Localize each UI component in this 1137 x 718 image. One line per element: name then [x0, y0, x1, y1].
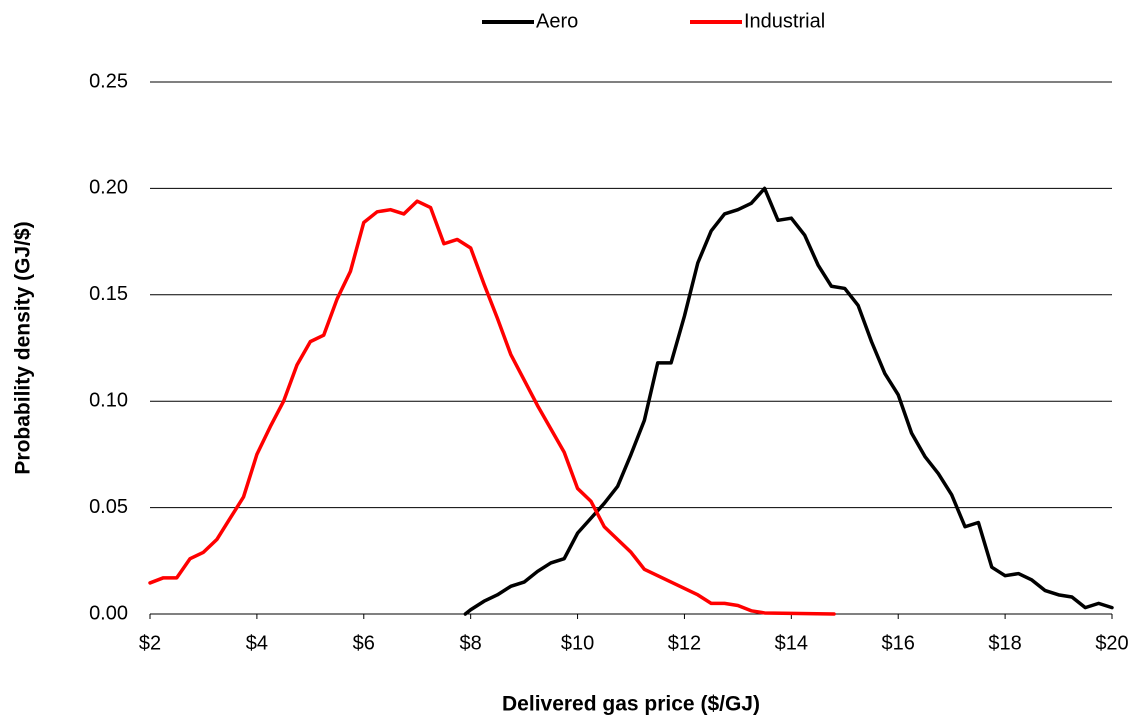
series-line [148, 199, 836, 616]
y-axis-title: Probability density (GJ/$) [12, 221, 35, 474]
y-tick-label: 0.00 [89, 602, 128, 624]
legend-label: Industrial [744, 10, 825, 32]
y-tick-label: 0.20 [89, 177, 128, 199]
x-tick-label: $2 [139, 632, 161, 654]
x-tick-label: $16 [882, 632, 915, 654]
x-tick-label: $12 [668, 632, 701, 654]
x-tick-label: $20 [1095, 632, 1128, 654]
x-tick-label: $6 [353, 632, 375, 654]
x-tick-label: $10 [561, 632, 594, 654]
x-tick-label: $18 [988, 632, 1021, 654]
legend-label: Aero [536, 10, 578, 32]
x-tick-label: $8 [460, 632, 482, 654]
y-tick-label: 0.15 [89, 283, 128, 305]
x-tick-label: $14 [775, 632, 808, 654]
y-tick-label: 0.05 [89, 496, 128, 518]
y-tick-label: 0.25 [89, 70, 128, 92]
series-line [463, 186, 1114, 616]
x-axis-title: Delivered gas price ($/GJ) [502, 693, 760, 716]
y-tick-label: 0.10 [89, 389, 128, 411]
x-tick-label: $4 [246, 632, 268, 654]
